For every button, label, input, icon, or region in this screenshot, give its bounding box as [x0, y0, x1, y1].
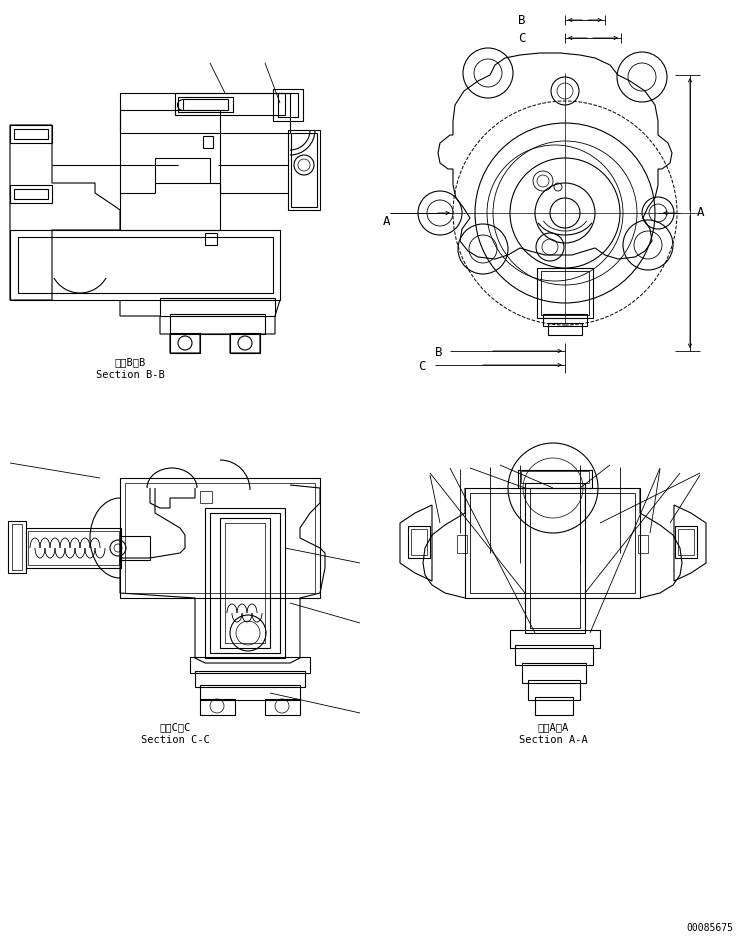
Bar	[155, 158, 210, 183]
Text: 00085675: 00085675	[686, 923, 733, 933]
Bar	[10, 230, 280, 300]
Bar	[175, 93, 285, 115]
Bar	[178, 97, 233, 112]
Bar	[10, 185, 52, 203]
Bar	[203, 136, 213, 148]
Bar	[195, 671, 305, 687]
Bar	[200, 491, 212, 503]
Bar	[518, 470, 592, 488]
Bar	[210, 513, 280, 653]
Bar	[408, 526, 430, 558]
Bar	[205, 508, 285, 658]
Bar	[522, 663, 586, 683]
Bar	[18, 237, 273, 293]
Bar	[291, 133, 317, 207]
Bar	[10, 125, 52, 143]
Bar	[265, 699, 300, 715]
Bar	[521, 471, 589, 483]
Bar	[288, 130, 320, 210]
Text: C: C	[418, 360, 425, 373]
Bar	[543, 314, 587, 326]
Bar	[200, 685, 300, 700]
Bar	[548, 323, 582, 335]
Bar	[160, 298, 275, 316]
Bar	[535, 697, 573, 715]
Text: A: A	[697, 207, 705, 220]
Text: Section B-B: Section B-B	[96, 370, 165, 380]
Bar	[537, 268, 593, 318]
Bar	[528, 680, 580, 700]
Bar	[125, 483, 315, 593]
Bar	[120, 110, 220, 230]
Bar	[465, 488, 640, 598]
Text: B: B	[518, 13, 525, 26]
Bar	[678, 529, 694, 555]
Bar	[28, 531, 119, 565]
Bar	[675, 526, 697, 558]
Bar	[457, 535, 467, 553]
Bar	[14, 129, 48, 139]
Bar	[183, 99, 228, 110]
Bar	[225, 523, 265, 643]
Bar	[510, 630, 600, 648]
Text: Section A-A: Section A-A	[519, 735, 588, 745]
Bar	[170, 333, 200, 353]
Text: B: B	[435, 346, 442, 359]
Text: 断面A－A: 断面A－A	[537, 722, 568, 732]
Bar	[8, 521, 26, 573]
Bar	[515, 645, 593, 665]
Bar	[200, 699, 235, 715]
Bar	[470, 493, 635, 593]
Text: C: C	[518, 31, 525, 44]
Bar	[14, 189, 48, 199]
Bar	[278, 93, 298, 117]
Bar	[205, 233, 217, 245]
Text: Section C-C: Section C-C	[141, 735, 210, 745]
Bar	[12, 524, 22, 570]
Bar	[411, 529, 427, 555]
Bar	[120, 478, 320, 598]
Text: A: A	[383, 215, 391, 228]
Bar	[273, 89, 303, 121]
Bar	[220, 518, 270, 648]
Bar	[525, 483, 585, 633]
Bar	[230, 333, 260, 353]
Bar	[530, 488, 580, 628]
Bar	[190, 657, 310, 673]
Bar	[541, 271, 589, 315]
Bar	[638, 535, 648, 553]
Bar	[26, 528, 121, 568]
Text: 断面B－B: 断面B－B	[114, 357, 146, 367]
Bar	[120, 93, 290, 133]
Bar	[170, 314, 265, 334]
Text: 断面C－C: 断面C－C	[159, 722, 190, 732]
Bar	[120, 536, 150, 560]
